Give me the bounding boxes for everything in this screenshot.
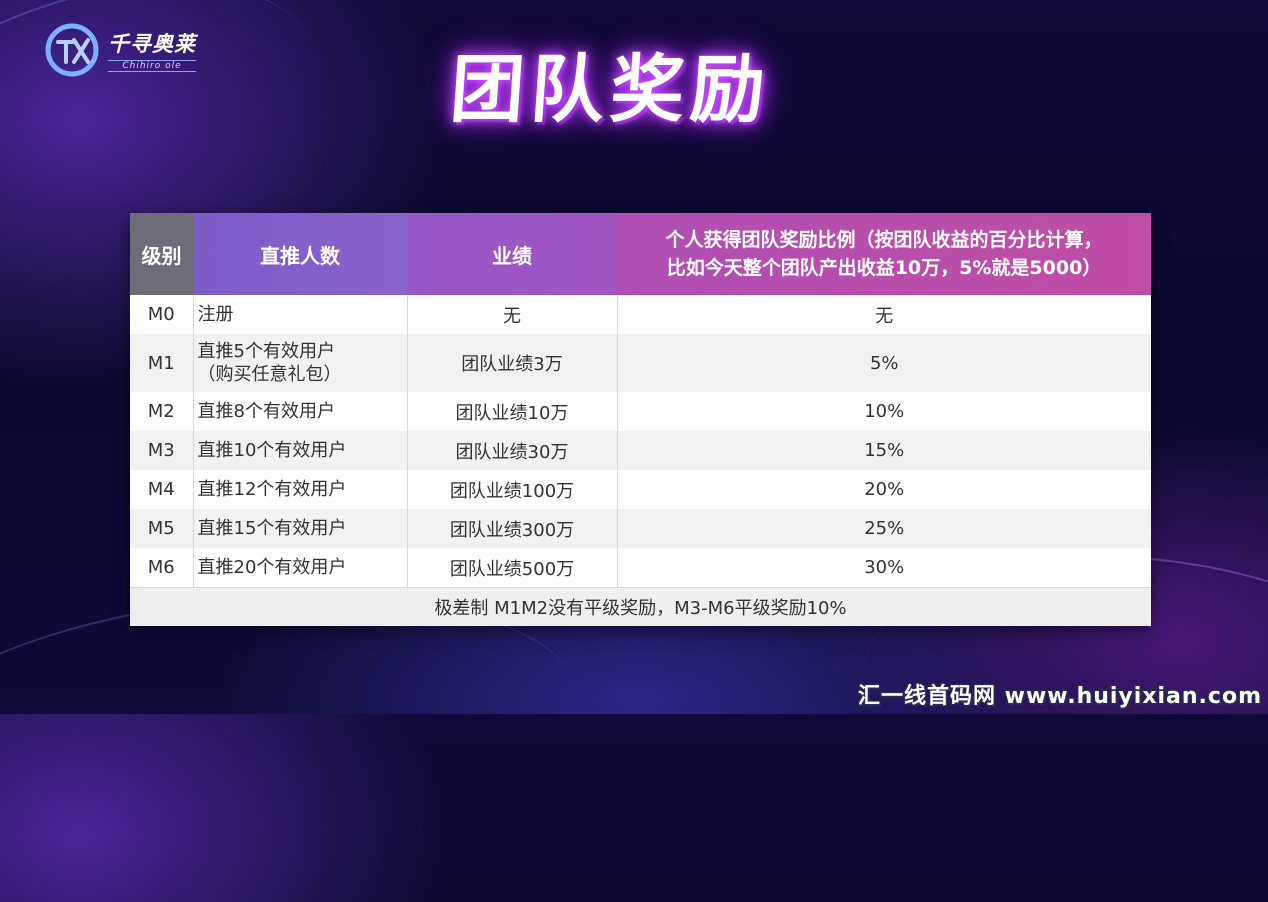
cell-level: M1 [130,334,194,392]
brand-logo-icon [45,23,99,77]
cell-level: M0 [130,295,194,334]
header-level: 级别 [130,213,193,295]
cell-ratio: 25% [617,509,1151,548]
cell-performance: 团队业绩300万 [407,509,618,548]
cell-direct-line2: （购买任意礼包） [197,364,342,385]
cell-direct-line1: 直推5个有效用户 [197,341,335,362]
header-ratio-line1: 个人获得团队奖励比例（按团队收益的百分比计算， [665,229,1103,251]
header-ratio-line2: 比如今天整个团队产出收益10万，5%就是5000） [666,257,1102,279]
table-row: M4 直推12个有效用户 团队业绩100万 20% [130,470,1151,509]
watermark: 汇一线首码网 www.huiyixian.com [857,684,1262,709]
cell-level: M5 [130,509,194,548]
table-row: M3 直推10个有效用户 团队业绩30万 15% [130,431,1151,470]
cell-direct: 直推8个有效用户 [193,392,408,431]
table-footnote-row: 极差制 M1M2没有平级奖励，M3-M6平级奖励10% [130,587,1151,626]
cell-direct: 直推15个有效用户 [193,509,408,548]
cell-direct: 直推10个有效用户 [193,431,408,470]
table-row: M6 直推20个有效用户 团队业绩500万 30% [130,548,1151,588]
cell-ratio: 30% [617,548,1151,588]
brand-name-en: Chihiro ole [108,60,196,72]
cell-direct: 直推20个有效用户 [193,548,408,588]
cell-ratio: 20% [617,470,1151,509]
cell-performance: 团队业绩500万 [407,548,618,588]
cell-direct: 直推12个有效用户 [193,470,408,509]
table-header-row: 级别 直推人数 业绩 个人获得团队奖励比例（按团队收益的百分比计算， 比如今天整… [130,213,1151,295]
page-title: 团队奖励 [447,47,774,133]
cell-ratio: 5% [617,334,1151,392]
table-row: M0 注册 无 无 [130,295,1151,334]
cell-performance: 无 [407,295,618,334]
cell-ratio: 10% [617,392,1151,431]
cell-level: M2 [130,392,194,431]
header-direct: 直推人数 [193,213,407,295]
brand-name: 千寻奥莱 [108,32,196,56]
cell-performance: 团队业绩30万 [407,431,618,470]
table-row: M2 直推8个有效用户 团队业绩10万 10% [130,392,1151,431]
cell-performance: 团队业绩100万 [407,470,618,509]
cell-level: M6 [130,548,194,588]
cell-direct: 注册 [193,295,408,334]
cell-performance: 团队业绩3万 [407,334,618,392]
cell-level: M3 [130,431,194,470]
cell-ratio: 15% [617,431,1151,470]
cell-level: M4 [130,470,194,509]
cell-performance: 团队业绩10万 [407,392,618,431]
reward-table: 级别 直推人数 业绩 个人获得团队奖励比例（按团队收益的百分比计算， 比如今天整… [130,213,1151,626]
header-performance: 业绩 [407,213,617,295]
table-row: M1 直推5个有效用户 （购买任意礼包） 团队业绩3万 5% [130,334,1151,392]
table-footnote: 极差制 M1M2没有平级奖励，M3-M6平级奖励10% [130,587,1151,626]
brand-logo: 千寻奥莱 Chihiro ole [44,22,196,78]
cell-direct: 直推5个有效用户 （购买任意礼包） [193,334,408,392]
header-ratio: 个人获得团队奖励比例（按团队收益的百分比计算， 比如今天整个团队产出收益10万，… [617,213,1151,295]
table-row: M5 直推15个有效用户 团队业绩300万 25% [130,509,1151,548]
cell-ratio: 无 [617,295,1151,334]
